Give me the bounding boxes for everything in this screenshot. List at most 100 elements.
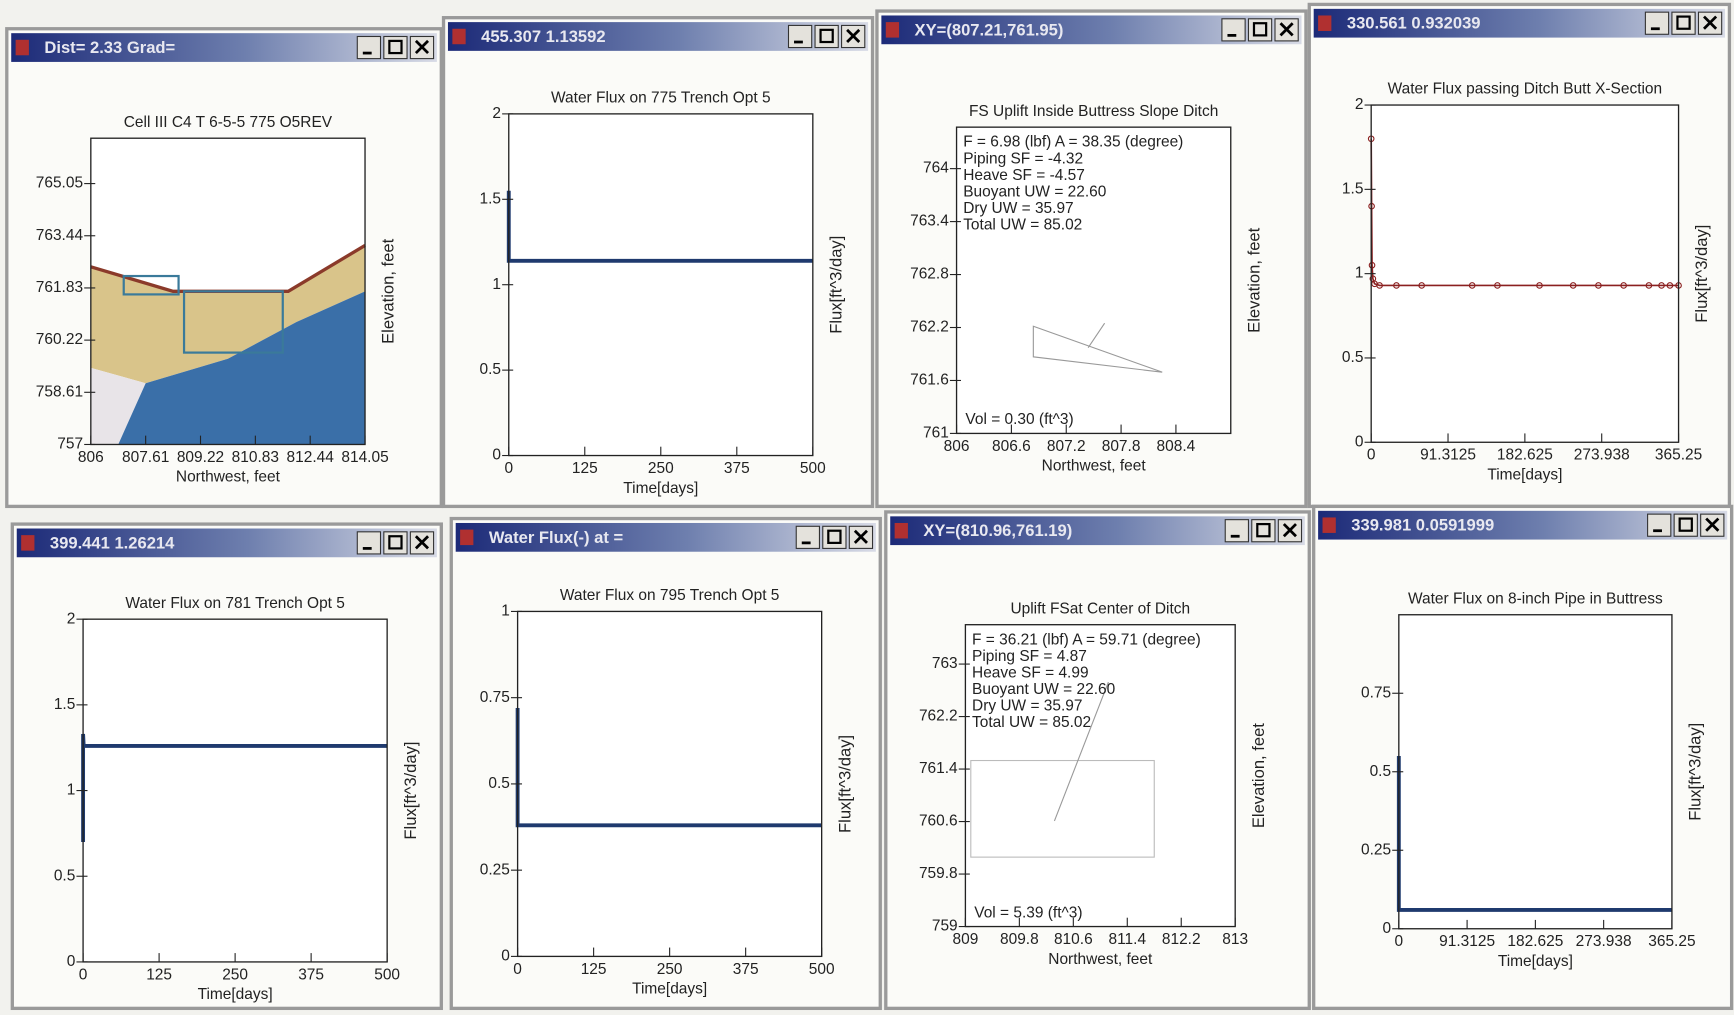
y-tick-label: 763.4	[910, 213, 949, 230]
y-tick-label: 761	[923, 425, 949, 442]
y-tick-label: 762.2	[910, 319, 949, 336]
window-button[interactable]	[1648, 514, 1671, 536]
annotation: Piping SF = -4.32	[963, 150, 1083, 167]
y-tick-label: 1.5	[1342, 180, 1364, 197]
y-tick-label: 758.61	[36, 383, 83, 400]
y-tick-label: 1	[492, 276, 501, 293]
y-tick-label: 0	[501, 947, 510, 964]
y-tick-label: 1.5	[480, 190, 502, 207]
annotation: F = 6.98 (lbf) A = 38.35 (degree)	[963, 134, 1183, 151]
x-tick-label: 375	[733, 961, 759, 978]
x-tick-label: 125	[581, 961, 607, 978]
x-tick-label: 250	[222, 966, 248, 983]
x-axis-label: Northwest, feet	[1042, 458, 1147, 475]
y-tick-label: 1.5	[54, 696, 76, 713]
y-axis-label: Flux[ft^3/day]	[1686, 723, 1705, 821]
y-axis-label: Flux[ft^3/day]	[1692, 225, 1711, 323]
x-tick-label: 807.2	[1047, 438, 1086, 455]
x-axis-label: Time[days]	[632, 981, 707, 998]
window-button[interactable]	[1225, 520, 1248, 542]
y-tick-label: 2	[1355, 96, 1364, 113]
x-tick-label: 0	[513, 961, 522, 978]
plot-area	[83, 619, 387, 962]
chart-title: FS Uplift Inside Buttress Slope Ditch	[969, 103, 1218, 120]
x-tick-label: 500	[809, 961, 835, 978]
x-tick-label: 808.4	[1157, 438, 1196, 455]
window-icon	[16, 40, 29, 55]
window-title: 399.441 1.26214	[50, 533, 175, 552]
x-tick-label: 125	[146, 966, 172, 983]
annotation: Dry UW = 35.97	[972, 698, 1082, 715]
x-tick-label: 809.8	[1000, 931, 1039, 948]
chart-title: Cell III C4 T 6-5-5 775 O5REV	[124, 114, 333, 131]
plot-area	[1399, 615, 1672, 929]
y-tick-label: 0.5	[480, 361, 502, 378]
window-icon	[1323, 517, 1336, 532]
x-tick-label: 811.4	[1108, 931, 1146, 948]
annotation: F = 36.21 (lbf) A = 59.71 (degree)	[972, 631, 1201, 648]
y-tick-label: 1	[501, 603, 510, 620]
window-title: XY=(807.21,761.95)	[915, 20, 1064, 39]
x-tick-label: 125	[572, 460, 598, 477]
y-tick-label: 762.8	[910, 266, 949, 283]
annotation: Heave SF = 4.99	[972, 664, 1089, 681]
y-tick-label: 0.75	[1361, 684, 1391, 701]
x-tick-label: 273.938	[1576, 933, 1632, 950]
y-tick-label: 761.6	[910, 372, 949, 389]
x-tick-label: 806.6	[992, 438, 1031, 455]
x-tick-label: 375	[724, 460, 750, 477]
plot-area	[1371, 105, 1678, 442]
window-title: 455.307 1.13592	[481, 27, 605, 46]
chart-title: Water Flux on 795 Trench Opt 5	[560, 587, 780, 604]
window-icon	[895, 523, 908, 538]
annotation: Total UW = 85.02	[972, 714, 1091, 731]
x-tick-label: 273.938	[1574, 447, 1630, 464]
x-tick-label: 250	[657, 961, 683, 978]
y-tick-label: 764	[923, 160, 949, 177]
y-tick-label: 760.22	[36, 331, 83, 348]
y-tick-label: 2	[67, 610, 76, 627]
y-axis-label: Flux[ft^3/day]	[827, 236, 846, 334]
annotation: Buoyant UW = 22.60	[963, 183, 1106, 200]
chart-title: Uplift FSat Center of Ditch	[1010, 600, 1190, 617]
x-tick-label: 814.05	[341, 449, 388, 466]
window-button[interactable]	[357, 532, 380, 554]
y-tick-label: 763	[932, 655, 958, 672]
plot-area	[518, 611, 822, 956]
window-button[interactable]	[796, 526, 819, 548]
y-tick-label: 0.5	[488, 775, 510, 792]
x-axis-label: Time[days]	[1498, 953, 1573, 970]
annotation: Dry UW = 35.97	[963, 200, 1073, 217]
chart-title: Water Flux passing Ditch Butt X-Section	[1388, 81, 1663, 98]
plot-area	[509, 114, 813, 456]
x-tick-label: 375	[298, 966, 324, 983]
annotation: Buoyant UW = 22.60	[972, 681, 1115, 698]
window-button[interactable]	[1645, 12, 1668, 34]
x-tick-label: 91.3125	[1420, 447, 1476, 464]
y-tick-label: 0	[67, 953, 76, 970]
y-axis-label: Flux[ft^3/day]	[835, 735, 854, 833]
chart-title: Water Flux on 8-inch Pipe in Buttress	[1408, 590, 1663, 607]
y-tick-label: 0.25	[1361, 841, 1391, 858]
chart-title: Water Flux on 781 Trench Opt 5	[125, 595, 345, 612]
x-tick-label: 0	[79, 966, 88, 983]
window-icon	[21, 535, 34, 550]
x-tick-label: 810.6	[1054, 931, 1093, 948]
window-title: Dist= 2.33 Grad=	[44, 38, 175, 57]
y-tick-label: 0.5	[54, 867, 76, 884]
window-icon	[886, 22, 899, 37]
x-tick-label: 812.44	[287, 449, 335, 466]
window-icon	[460, 530, 473, 545]
x-tick-label: 810.83	[232, 449, 279, 466]
y-tick-label: 763.44	[36, 227, 84, 244]
x-axis-label: Time[days]	[1487, 467, 1562, 484]
window-title: 330.561 0.932039	[1347, 14, 1481, 33]
y-tick-label: 0.5	[1342, 349, 1364, 366]
window-button[interactable]	[357, 36, 380, 58]
window-button[interactable]	[1222, 19, 1245, 41]
x-tick-label: 809.22	[177, 449, 224, 466]
window-button[interactable]	[788, 25, 811, 47]
x-axis-label: Northwest, feet	[1048, 951, 1153, 968]
y-tick-label: 0.5	[1370, 763, 1392, 780]
window-title: Water Flux(-) at =	[489, 528, 623, 547]
